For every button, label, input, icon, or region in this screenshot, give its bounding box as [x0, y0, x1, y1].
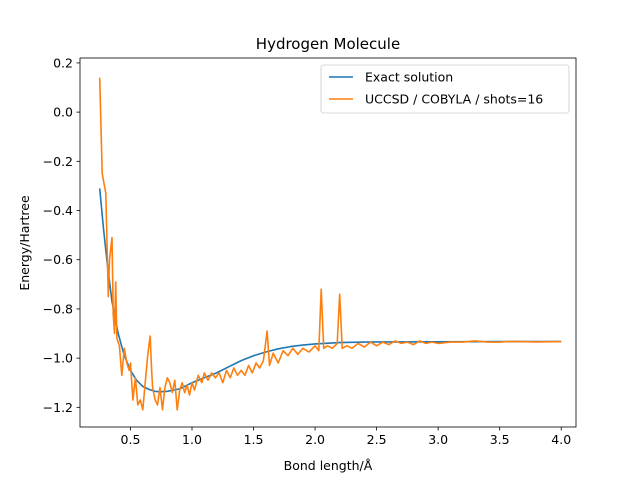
x-tick-label: 0.5	[121, 432, 141, 447]
y-axis-label: Energy/Hartree	[17, 195, 32, 291]
y-tick-label: 0.0	[53, 105, 73, 120]
series-line-2	[98, 77, 562, 411]
y-tick-label: 0.2	[53, 55, 73, 70]
axes-frame	[79, 57, 577, 428]
chart-title: Hydrogen Molecule	[256, 35, 400, 53]
axes: 0.5 1.0 1.5 2.0 2.5 3.0 3.5 4.0 0.2 0.0 −0.2 −0.4 −0…	[43, 55, 577, 447]
legend-label-1: Exact solution	[365, 70, 453, 85]
y-tick-label: −1.0	[43, 351, 73, 366]
x-tick-label: 3.0	[428, 432, 448, 447]
x-tick-label: 3.5	[490, 432, 510, 447]
y-tick-label: −0.8	[43, 301, 73, 316]
y-tick-label: −0.6	[43, 252, 73, 267]
x-tick-label: 2.0	[305, 432, 325, 447]
legend-box	[320, 64, 570, 114]
y-tick-label: −0.2	[43, 154, 73, 169]
y-tick-label: −1.2	[43, 400, 73, 415]
x-axis-label: Bond length/Å	[284, 458, 373, 473]
x-tick-label: 2.5	[367, 432, 387, 447]
x-tick-label: 1.5	[244, 432, 264, 447]
x-tick-label: 4.0	[551, 432, 571, 447]
x-tick-label: 1.0	[182, 432, 202, 447]
legend: Exact solution UCCSD / COBYLA / shots=16	[320, 64, 570, 114]
legend-label-2: UCCSD / COBYLA / shots=16	[365, 92, 543, 107]
y-tick-label: −0.4	[43, 203, 73, 218]
plot-area	[98, 77, 562, 411]
